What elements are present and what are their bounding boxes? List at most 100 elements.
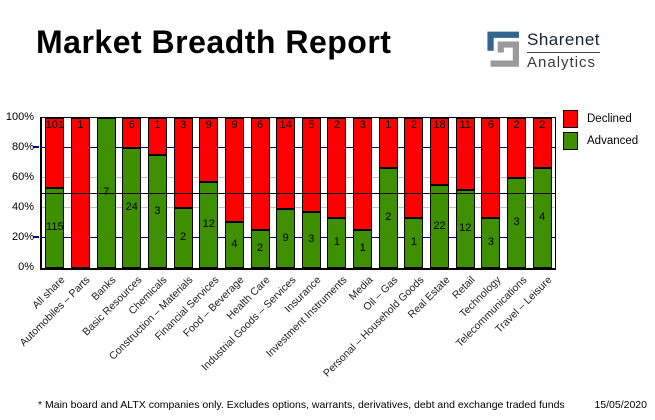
declined-count-14: 2 — [410, 119, 417, 131]
logo-name: Sharenet — [527, 30, 600, 53]
advanced-bar-8 — [250, 230, 270, 268]
gridline-40 — [42, 207, 555, 208]
declined-count-12: 3 — [359, 119, 366, 131]
y-label-0: 0% — [18, 261, 34, 273]
advanced-count-0: 115 — [46, 221, 64, 233]
declined-count-0: 101 — [45, 119, 64, 131]
advanced-count-12: 1 — [359, 242, 366, 254]
declined-bar-9 — [276, 118, 296, 209]
advanced-bar-9 — [276, 209, 296, 268]
advanced-count-14: 1 — [410, 236, 417, 248]
y-label-20: 20% — [11, 231, 34, 243]
plot-area: 101 115 1 7 6 24 1 3 3 2 9 12 9 4 6 2 14 9 5 3 2 1 3 1 1 2 2 1 18 22 1… — [40, 117, 556, 270]
declined-bar-18 — [507, 118, 527, 178]
advanced-count-3: 24 — [125, 201, 138, 213]
declined-bar-15 — [430, 118, 450, 185]
declined-count-19: 2 — [539, 119, 546, 131]
y-tick-80 — [33, 146, 39, 148]
declined-count-13: 1 — [385, 119, 392, 131]
declined-bar-5 — [173, 118, 193, 208]
declined-bar-0 — [45, 118, 65, 188]
advanced-count-19: 4 — [539, 211, 546, 223]
advanced-bar-11 — [327, 218, 347, 268]
gridline-60 — [42, 177, 555, 178]
advanced-count-17: 3 — [487, 236, 494, 248]
advanced-count-18: 3 — [513, 216, 520, 228]
advanced-bar-7 — [224, 222, 244, 268]
declined-bar-19 — [532, 118, 552, 168]
declined-count-10: 5 — [308, 119, 315, 131]
advanced-count-10: 3 — [308, 233, 315, 245]
declined-bar-16 — [455, 118, 475, 190]
advanced-count-6: 12 — [202, 218, 215, 230]
advanced-bar-5 — [173, 208, 193, 268]
declined-bar-10 — [301, 118, 321, 212]
y-label-60: 60% — [11, 171, 34, 183]
page-title: Market Breadth Report — [36, 24, 392, 60]
declined-swatch — [563, 110, 578, 128]
declined-count-15: 18 — [433, 119, 446, 131]
advanced-bar-17 — [481, 218, 501, 268]
advanced-count-4: 3 — [154, 204, 161, 217]
legend-advanced-label: Advanced — [587, 135, 639, 147]
advanced-bar-18 — [507, 178, 527, 268]
advanced-count-7: 4 — [231, 238, 238, 250]
declined-bar-6 — [199, 118, 219, 182]
y-label-40: 40% — [11, 201, 34, 213]
declined-count-18: 2 — [513, 119, 520, 131]
fifty-percent-line — [42, 193, 555, 194]
y-label-80: 80% — [11, 141, 34, 153]
declined-count-7: 9 — [231, 119, 238, 131]
legend-item-advanced: Advanced — [563, 132, 638, 150]
y-tick-20 — [33, 236, 39, 238]
advanced-bar-16 — [455, 190, 475, 268]
report-date: 15/05/2020 — [594, 399, 647, 411]
advanced-count-13: 2 — [385, 211, 392, 223]
advanced-bar-10 — [301, 212, 321, 268]
declined-bar-8 — [250, 118, 270, 230]
advanced-bar-0 — [45, 188, 65, 268]
advanced-bar-15 — [430, 185, 450, 268]
logo-subtitle: Analytics — [527, 54, 597, 71]
gridline-80 — [42, 147, 555, 148]
advanced-count-8: 2 — [256, 242, 264, 254]
declined-count-11: 2 — [333, 119, 341, 131]
legend-item-declined: Declined — [563, 110, 638, 128]
declined-count-1: 1 — [77, 119, 84, 131]
advanced-bar-6 — [199, 182, 219, 268]
advanced-bar-3 — [122, 148, 142, 268]
chart-legend: Declined Advanced — [563, 110, 638, 154]
y-label-100: 100% — [5, 111, 34, 123]
declined-bar-3 — [122, 118, 142, 148]
declined-count-4: 1 — [154, 119, 161, 131]
declined-bar-7 — [224, 118, 244, 222]
declined-count-5: 3 — [180, 119, 187, 131]
gridline-20 — [42, 237, 555, 238]
logo-text: Sharenet Analytics — [527, 30, 600, 71]
advanced-bar-4 — [147, 155, 167, 268]
declined-count-8: 6 — [256, 119, 264, 131]
declined-count-3: 6 — [128, 119, 135, 131]
advanced-swatch — [563, 132, 578, 150]
declined-bar-17 — [481, 118, 501, 218]
advanced-count-11: 1 — [333, 236, 341, 248]
sharenet-logo: Sharenet Analytics — [487, 30, 600, 71]
advanced-count-5: 2 — [180, 231, 187, 243]
declined-count-9: 14 — [279, 119, 292, 131]
declined-bar-14 — [404, 118, 424, 218]
advanced-bar-12 — [353, 230, 373, 268]
declined-bar-4 — [147, 118, 167, 155]
declined-count-17: 6 — [487, 119, 494, 131]
advanced-count-15: 22 — [433, 219, 446, 232]
advanced-count-9: 9 — [282, 231, 289, 244]
declined-count-16: 11 — [459, 119, 471, 131]
declined-bar-12 — [353, 118, 373, 230]
footnote-text: * Main board and ALTX companies only. Ex… — [38, 399, 565, 411]
sharenet-s-icon — [487, 31, 519, 67]
declined-bar-13 — [378, 118, 398, 168]
declined-bar-11 — [327, 118, 347, 218]
advanced-count-16: 12 — [459, 222, 472, 234]
advanced-count-2: 7 — [103, 186, 110, 198]
